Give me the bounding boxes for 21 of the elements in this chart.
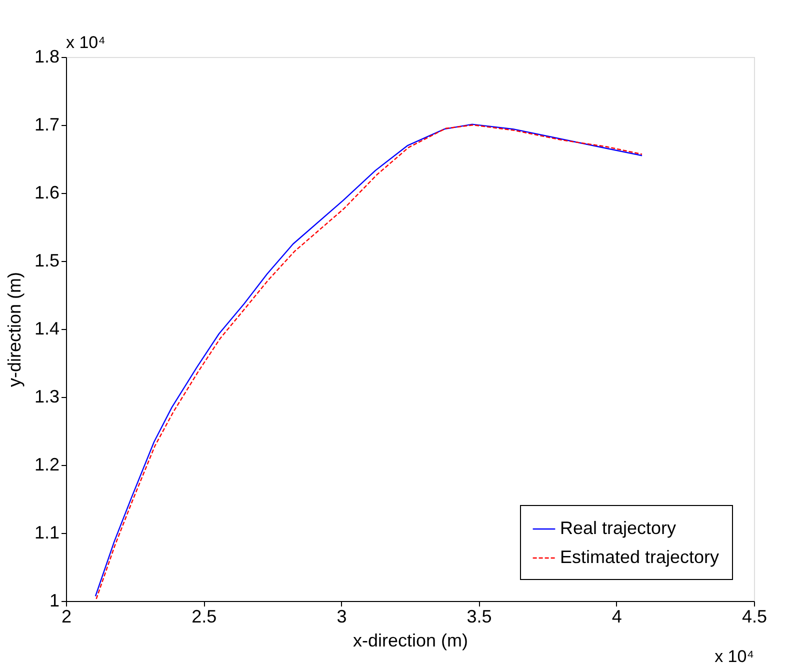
y-tick-label: 1.3	[34, 386, 60, 406]
y-tick-label: 1.6	[34, 182, 60, 202]
x-tick-label: 2	[61, 606, 72, 626]
legend-label: Estimated trajectory	[560, 547, 720, 567]
legend-label: Real trajectory	[560, 518, 676, 538]
y-tick-label: 1.8	[34, 46, 60, 66]
x-tick-label: 3.5	[466, 606, 492, 626]
y-axis-title: y-direction (m)	[4, 272, 24, 388]
y-tick-label: 1.5	[34, 250, 60, 270]
y-tick-label: 1.7	[34, 114, 60, 134]
text: x 10⁴	[714, 647, 754, 666]
text: x 10⁴	[66, 33, 106, 52]
x-axis-title: x-direction (m)	[352, 630, 468, 650]
y-tick-label: 1.2	[34, 454, 60, 474]
y-tick-label: 1.4	[34, 318, 60, 338]
x-tick-label: 2.5	[192, 606, 217, 626]
x-tick-label: 4.5	[742, 606, 768, 626]
x-tick-label: 4	[612, 606, 622, 626]
y-tick-label: 1.1	[34, 522, 60, 542]
x-tick-label: 3	[336, 606, 347, 626]
y-tick-label: 1	[49, 590, 60, 610]
